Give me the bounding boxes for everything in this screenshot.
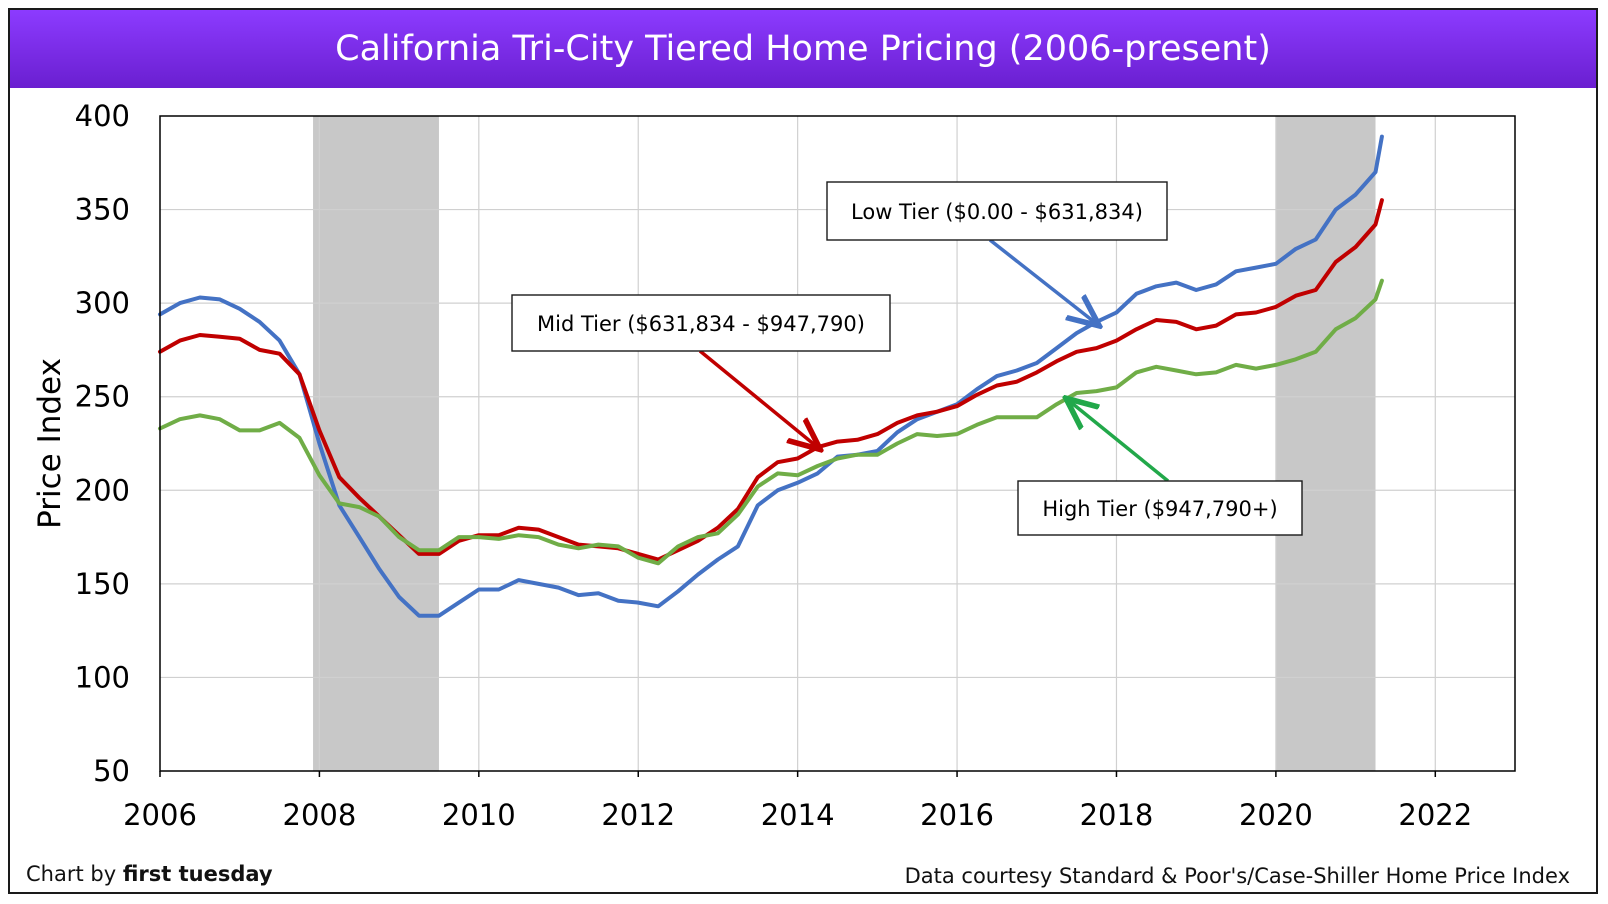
callout-box-mid-tier — [511, 294, 891, 352]
x-tick-label-2022: 2022 — [1398, 798, 1472, 832]
callout-label-mid-tier: Mid Tier ($631,834 - $947,790) — [537, 312, 865, 336]
recession-band-0 — [313, 116, 439, 771]
callout-label-high-tier: High Tier ($947,790+) — [1042, 497, 1277, 521]
y-tick-label-200: 200 — [75, 473, 130, 507]
chart-title: California Tri-City Tiered Home Pricing … — [8, 8, 1598, 88]
data-source: Data courtesy Standard & Poor's/Case-Shi… — [904, 864, 1570, 888]
x-tick-label-2014: 2014 — [761, 798, 835, 832]
x-tick-label-2006: 2006 — [123, 798, 197, 832]
y-axis-label: Price Index — [32, 358, 68, 529]
series-lines — [158, 134, 1384, 618]
callout-arrow-high-tier — [1069, 400, 1170, 483]
series-line-1 — [158, 198, 1384, 562]
x-tick-label-2010: 2010 — [442, 798, 516, 832]
credit-prefix: Chart by — [26, 862, 123, 886]
x-tick-label-2012: 2012 — [601, 798, 675, 832]
callout-box-high-tier — [1017, 480, 1303, 536]
callout-label-low-tier: Low Tier ($0.00 - $631,834) — [851, 200, 1143, 224]
y-tick-label-350: 350 — [75, 193, 130, 227]
y-tick-label-300: 300 — [75, 286, 130, 320]
recession-bands — [313, 116, 1376, 771]
y-tick-label-150: 150 — [75, 567, 130, 601]
callout-arrow-low-tier — [988, 238, 1097, 324]
x-tick-label-2018: 2018 — [1080, 798, 1154, 832]
callouts: Low Tier ($0.00 - $631,834) Mid Tier ($63… — [511, 181, 1303, 536]
recession-band-1 — [1275, 116, 1376, 771]
x-tick-label-2008: 2008 — [283, 798, 357, 832]
callout-box-low-tier — [826, 181, 1168, 241]
x-tick-label-2016: 2016 — [920, 798, 994, 832]
y-axis-ticks: 50 100 150 200 250 300 350 400 — [75, 99, 130, 788]
y-tick-label-50: 50 — [93, 754, 130, 788]
credit-brand: first tuesday — [122, 862, 273, 886]
x-tick-label-2020: 2020 — [1239, 798, 1313, 832]
y-tick-label-400: 400 — [75, 99, 130, 133]
chart-credit: Chart by first tuesday — [26, 862, 273, 886]
series-line-2 — [158, 278, 1384, 566]
series-line-0 — [158, 134, 1384, 618]
plot-area-border — [159, 115, 1516, 772]
y-tick-label-100: 100 — [75, 660, 130, 694]
x-axis-ticks: 2006 2008 2010 2012 2014 2016 2018 2020 2022 — [123, 771, 1472, 832]
callout-arrow-mid-tier — [698, 349, 818, 447]
y-tick-label-250: 250 — [75, 380, 130, 414]
